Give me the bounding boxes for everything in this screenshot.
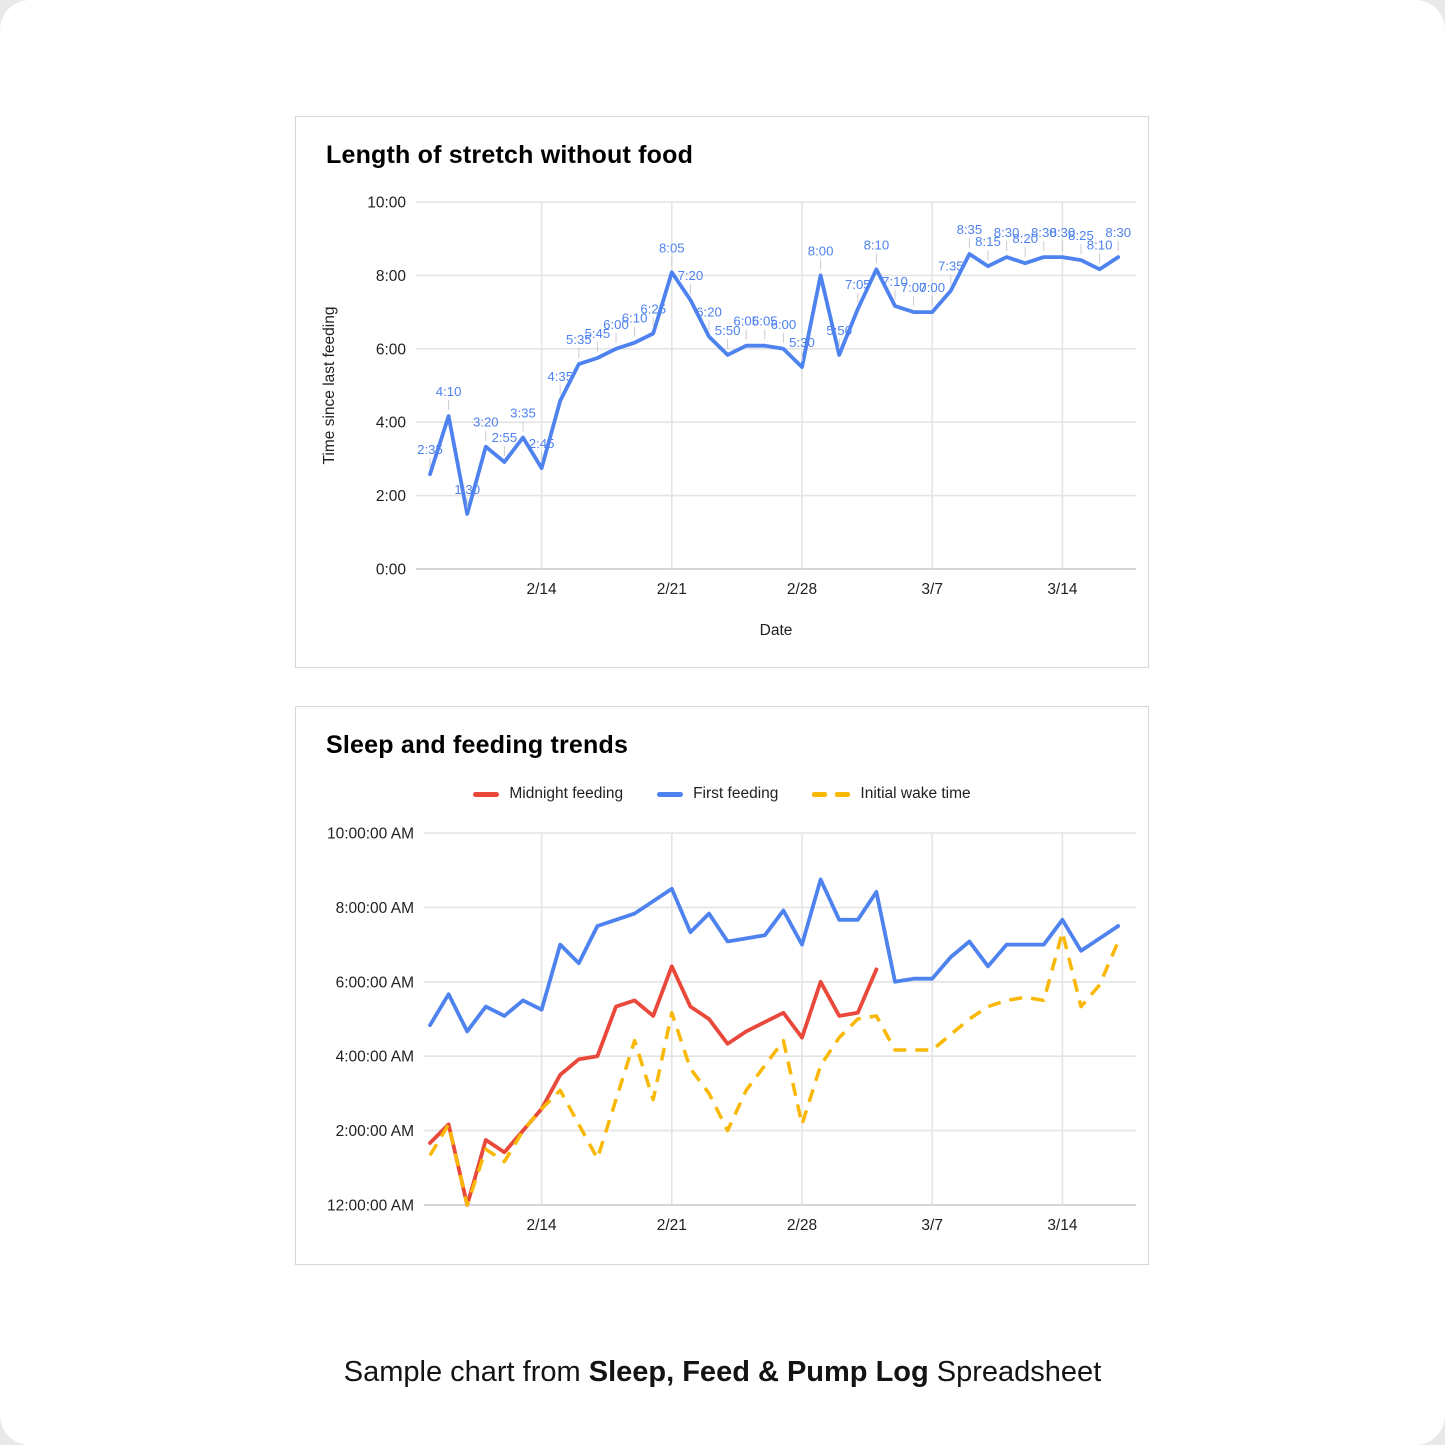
svg-text:6:00: 6:00 bbox=[603, 317, 629, 332]
legend-item-initial-wake-time: Initial wake time bbox=[812, 785, 971, 803]
svg-text:5:50: 5:50 bbox=[826, 323, 852, 338]
svg-text:8:30: 8:30 bbox=[1050, 225, 1076, 240]
svg-text:4:10: 4:10 bbox=[436, 384, 462, 399]
svg-text:3/14: 3/14 bbox=[1047, 581, 1078, 598]
svg-text:3/7: 3/7 bbox=[921, 1217, 943, 1234]
chart-panel-trends: 12:00:00 AM 2:00:00 AM 4:00:00 AM 6:00:00 A… bbox=[295, 706, 1149, 1265]
legend-label: First feeding bbox=[693, 785, 779, 802]
svg-text:8:10: 8:10 bbox=[1087, 237, 1113, 252]
trends-chart-svg: 12:00:00 AM 2:00:00 AM 4:00:00 AM 6:00:00 A… bbox=[327, 826, 1136, 1234]
svg-text:Date: Date bbox=[760, 622, 793, 639]
svg-text:6:00:00 AM: 6:00:00 AM bbox=[336, 974, 414, 991]
svg-text:8:00: 8:00 bbox=[808, 243, 834, 258]
legend-label: Initial wake time bbox=[860, 785, 971, 802]
legend-item-midnight-feeding: Midnight feeding bbox=[473, 785, 623, 803]
svg-text:8:20: 8:20 bbox=[1012, 231, 1038, 246]
legend-label: Midnight feeding bbox=[509, 785, 624, 802]
svg-text:8:30: 8:30 bbox=[994, 225, 1020, 240]
svg-text:10:00:00 AM: 10:00:00 AM bbox=[327, 826, 414, 843]
svg-text:8:30: 8:30 bbox=[1105, 225, 1131, 240]
svg-text:5:35: 5:35 bbox=[566, 332, 592, 347]
chart-panel-stretch: 0:00 2:00 4:00 6:00 8:00 10:00 2/14 2/21 2/28 3/7… bbox=[295, 116, 1149, 668]
svg-text:7:05: 7:05 bbox=[845, 277, 871, 292]
legend-item-first-feeding: First feeding bbox=[657, 785, 778, 803]
svg-text:6:20: 6:20 bbox=[696, 305, 722, 320]
svg-text:2/14: 2/14 bbox=[527, 1217, 558, 1234]
caption-spreadsheet-name: Sleep, Feed & Pump Log bbox=[588, 1356, 929, 1388]
svg-text:5:45: 5:45 bbox=[585, 326, 611, 341]
svg-text:8:30: 8:30 bbox=[1031, 225, 1057, 240]
svg-text:2:35: 2:35 bbox=[417, 442, 443, 457]
svg-text:6:25: 6:25 bbox=[640, 302, 666, 317]
svg-text:10:00: 10:00 bbox=[367, 195, 406, 212]
svg-text:2:00: 2:00 bbox=[376, 488, 407, 505]
svg-text:6:00: 6:00 bbox=[376, 341, 407, 358]
legend-swatch bbox=[657, 791, 684, 797]
svg-text:6:10: 6:10 bbox=[622, 311, 648, 326]
svg-text:1:30: 1:30 bbox=[454, 482, 480, 497]
trends-chart-legend: Midnight feeding First feeding Initial wak… bbox=[296, 785, 1148, 803]
svg-text:6:05: 6:05 bbox=[752, 314, 778, 329]
svg-text:3/14: 3/14 bbox=[1047, 1217, 1078, 1234]
svg-text:2/21: 2/21 bbox=[657, 581, 687, 598]
svg-text:4:35: 4:35 bbox=[547, 369, 573, 384]
svg-text:4:00: 4:00 bbox=[376, 415, 407, 432]
svg-text:8:10: 8:10 bbox=[864, 237, 890, 252]
svg-text:3:35: 3:35 bbox=[510, 405, 536, 420]
caption-suffix: Spreadsheet bbox=[928, 1356, 1102, 1388]
svg-text:3/7: 3/7 bbox=[921, 581, 943, 598]
legend-swatch bbox=[473, 791, 500, 797]
svg-text:0:00: 0:00 bbox=[376, 562, 407, 579]
page-caption: Sample chart from Sleep, Feed & Pump Log… bbox=[0, 1356, 1445, 1389]
svg-text:7:20: 7:20 bbox=[678, 268, 704, 283]
svg-text:5:30: 5:30 bbox=[789, 335, 815, 350]
svg-text:3:20: 3:20 bbox=[473, 415, 499, 430]
svg-text:5:50: 5:50 bbox=[715, 323, 741, 338]
svg-text:7:10: 7:10 bbox=[882, 274, 908, 289]
svg-text:7:00: 7:00 bbox=[901, 280, 927, 295]
svg-text:8:00: 8:00 bbox=[376, 268, 407, 285]
svg-text:6:00: 6:00 bbox=[771, 317, 797, 332]
svg-text:7:00: 7:00 bbox=[919, 280, 945, 295]
svg-text:8:35: 8:35 bbox=[957, 222, 983, 237]
svg-text:6:05: 6:05 bbox=[733, 314, 759, 329]
svg-text:8:00:00 AM: 8:00:00 AM bbox=[336, 900, 414, 917]
svg-text:7:35: 7:35 bbox=[938, 259, 964, 274]
svg-text:Time since last feeding: Time since last feeding bbox=[321, 307, 338, 465]
svg-text:2:45: 2:45 bbox=[529, 436, 555, 451]
svg-text:8:15: 8:15 bbox=[975, 234, 1001, 249]
svg-text:2:55: 2:55 bbox=[492, 430, 518, 445]
trends-chart-title: Sleep and feeding trends bbox=[326, 731, 629, 759]
svg-text:2/28: 2/28 bbox=[787, 581, 817, 598]
svg-text:8:25: 8:25 bbox=[1068, 228, 1094, 243]
svg-text:12:00:00 AM: 12:00:00 AM bbox=[327, 1198, 414, 1215]
svg-text:2/21: 2/21 bbox=[657, 1217, 687, 1234]
caption-prefix: Sample chart from bbox=[343, 1356, 589, 1388]
svg-text:2/28: 2/28 bbox=[787, 1217, 817, 1234]
stretch-chart-svg: 0:00 2:00 4:00 6:00 8:00 10:00 2/14 2/21 2/28 3/7… bbox=[321, 195, 1136, 639]
svg-text:2:00:00 AM: 2:00:00 AM bbox=[336, 1123, 414, 1140]
stretch-chart-title: Length of stretch without food bbox=[326, 141, 694, 169]
svg-text:8:05: 8:05 bbox=[659, 240, 685, 255]
svg-text:4:00:00 AM: 4:00:00 AM bbox=[336, 1049, 414, 1066]
legend-swatch-dashed bbox=[812, 791, 851, 797]
svg-text:2/14: 2/14 bbox=[527, 581, 558, 598]
